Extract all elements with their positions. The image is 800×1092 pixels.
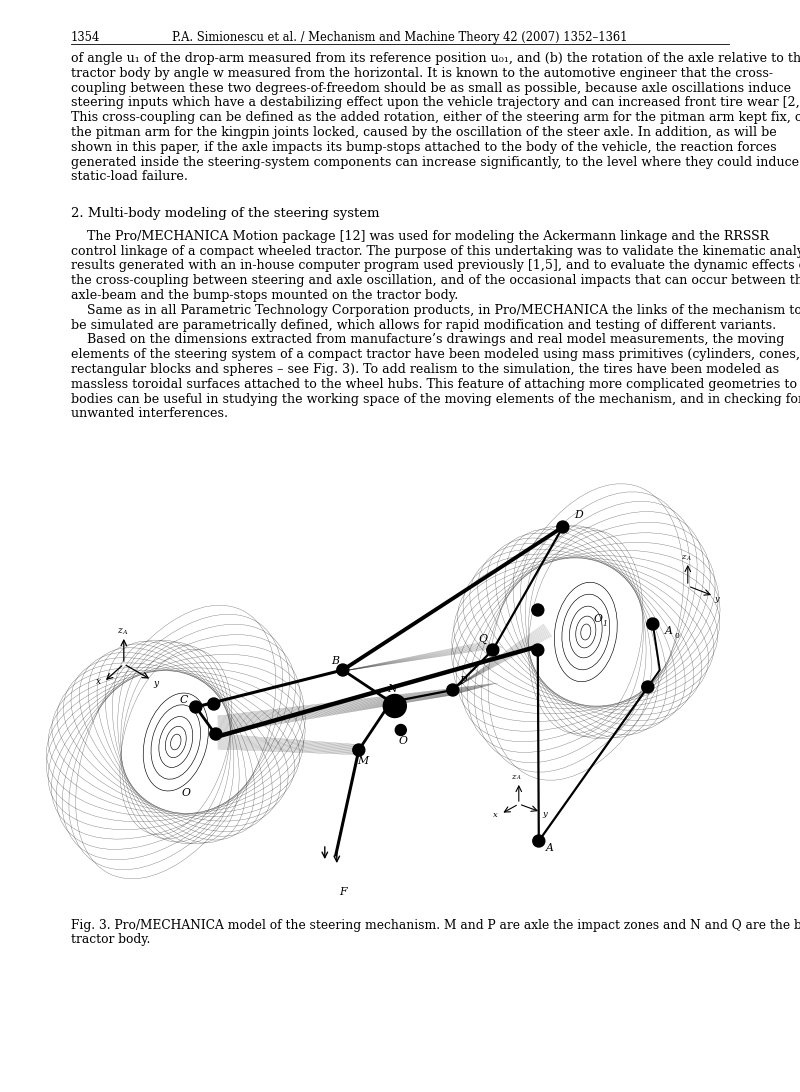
Text: M: M bbox=[357, 756, 368, 765]
Text: Based on the dimensions extracted from manufacture’s drawings and real model mea: Based on the dimensions extracted from m… bbox=[70, 333, 784, 346]
Text: x: x bbox=[493, 811, 498, 819]
Text: z: z bbox=[510, 773, 515, 781]
Text: N: N bbox=[387, 684, 396, 695]
Text: massless toroidal surfaces attached to the wheel hubs. This feature of attaching: massless toroidal surfaces attached to t… bbox=[70, 378, 800, 391]
Text: A: A bbox=[665, 626, 673, 636]
Text: 1: 1 bbox=[603, 620, 608, 628]
Text: C: C bbox=[180, 695, 188, 705]
Text: 0: 0 bbox=[675, 632, 680, 640]
Circle shape bbox=[532, 604, 544, 616]
Circle shape bbox=[533, 835, 545, 847]
Circle shape bbox=[486, 644, 499, 656]
Circle shape bbox=[208, 698, 220, 710]
Text: This cross-coupling can be defined as the added rotation, either of the steering: This cross-coupling can be defined as th… bbox=[70, 111, 800, 124]
Text: the pitman arm for the kingpin joints locked, caused by the oscillation of the s: the pitman arm for the kingpin joints lo… bbox=[70, 126, 777, 139]
Text: steering inputs which have a destabilizing effect upon the vehicle trajectory an: steering inputs which have a destabilizi… bbox=[70, 96, 800, 109]
Text: coupling between these two degrees-of-freedom should be as small as possible, be: coupling between these two degrees-of-fr… bbox=[70, 82, 791, 95]
Text: axle-beam and the bump-stops mounted on the tractor body.: axle-beam and the bump-stops mounted on … bbox=[70, 289, 458, 301]
Text: shown in this paper, if the axle impacts its bump-stops attached to the body of : shown in this paper, if the axle impacts… bbox=[70, 141, 777, 154]
Circle shape bbox=[647, 618, 659, 630]
Text: tractor body.: tractor body. bbox=[70, 934, 150, 947]
Circle shape bbox=[383, 695, 406, 717]
Text: control linkage of a compact wheeled tractor. The purpose of this undertaking wa: control linkage of a compact wheeled tra… bbox=[70, 245, 800, 258]
Text: Same as in all Parametric Technology Corporation products, in Pro/MECHANICA the : Same as in all Parametric Technology Cor… bbox=[70, 304, 800, 317]
Text: bodies can be useful in studying the working space of the moving elements of the: bodies can be useful in studying the wor… bbox=[70, 392, 800, 405]
Text: results generated with an in-house computer program used previously [1,5], and t: results generated with an in-house compu… bbox=[70, 259, 800, 272]
Text: rectangular blocks and spheres – see Fig. 3). To add realism to the simulation, : rectangular blocks and spheres – see Fig… bbox=[70, 363, 779, 376]
Text: static-load failure.: static-load failure. bbox=[70, 170, 188, 183]
Text: B: B bbox=[331, 656, 338, 666]
Text: y: y bbox=[154, 679, 159, 688]
Circle shape bbox=[353, 744, 365, 756]
Text: the cross-coupling between steering and axle oscillation, and of the occasional : the cross-coupling between steering and … bbox=[70, 274, 800, 287]
Text: Q: Q bbox=[478, 634, 488, 644]
Text: O: O bbox=[594, 614, 602, 624]
Circle shape bbox=[389, 700, 401, 712]
Text: A: A bbox=[687, 556, 691, 561]
Text: The Pro/MECHANICA Motion package [12] was used for modeling the Ackermann linkag: The Pro/MECHANICA Motion package [12] wa… bbox=[70, 229, 769, 242]
Text: A: A bbox=[517, 775, 521, 780]
Text: z: z bbox=[681, 553, 685, 561]
Circle shape bbox=[190, 701, 202, 713]
Text: F: F bbox=[339, 887, 346, 897]
Circle shape bbox=[337, 664, 349, 676]
Text: A: A bbox=[123, 630, 127, 636]
Text: be simulated are parametrically defined, which allows for rapid modification and: be simulated are parametrically defined,… bbox=[70, 319, 776, 332]
Circle shape bbox=[532, 644, 544, 656]
Text: 2. Multi-body modeling of the steering system: 2. Multi-body modeling of the steering s… bbox=[70, 207, 379, 221]
Text: y: y bbox=[715, 595, 719, 603]
Text: P: P bbox=[458, 676, 466, 686]
Circle shape bbox=[642, 681, 654, 693]
Text: 1354: 1354 bbox=[70, 31, 100, 44]
Circle shape bbox=[395, 724, 406, 736]
Text: Fig. 3. Pro/MECHANICA model of the steering mechanism. M and P are axle the impa: Fig. 3. Pro/MECHANICA model of the steer… bbox=[70, 919, 800, 931]
Circle shape bbox=[210, 728, 222, 740]
Text: x: x bbox=[96, 677, 101, 686]
Text: y: y bbox=[542, 810, 547, 818]
Text: P.A. Simionescu et al. / Mechanism and Machine Theory 42 (2007) 1352–1361: P.A. Simionescu et al. / Mechanism and M… bbox=[172, 31, 628, 44]
Text: elements of the steering system of a compact tractor have been modeled using mas: elements of the steering system of a com… bbox=[70, 348, 800, 361]
Text: D: D bbox=[574, 510, 582, 520]
Text: z: z bbox=[117, 626, 122, 636]
Text: O: O bbox=[398, 736, 408, 746]
Text: tractor body by angle w measured from the horizontal. It is known to the automot: tractor body by angle w measured from th… bbox=[70, 67, 773, 80]
Circle shape bbox=[557, 521, 569, 533]
Text: of angle u₁ of the drop-arm measured from its reference position u₀₁, and (b) th: of angle u₁ of the drop-arm measured fro… bbox=[70, 52, 800, 66]
Text: A: A bbox=[546, 843, 554, 853]
Text: unwanted interferences.: unwanted interferences. bbox=[70, 407, 228, 420]
Text: generated inside the steering-system components can increase significantly, to t: generated inside the steering-system com… bbox=[70, 155, 799, 168]
Text: O: O bbox=[182, 788, 190, 798]
Circle shape bbox=[446, 684, 459, 696]
